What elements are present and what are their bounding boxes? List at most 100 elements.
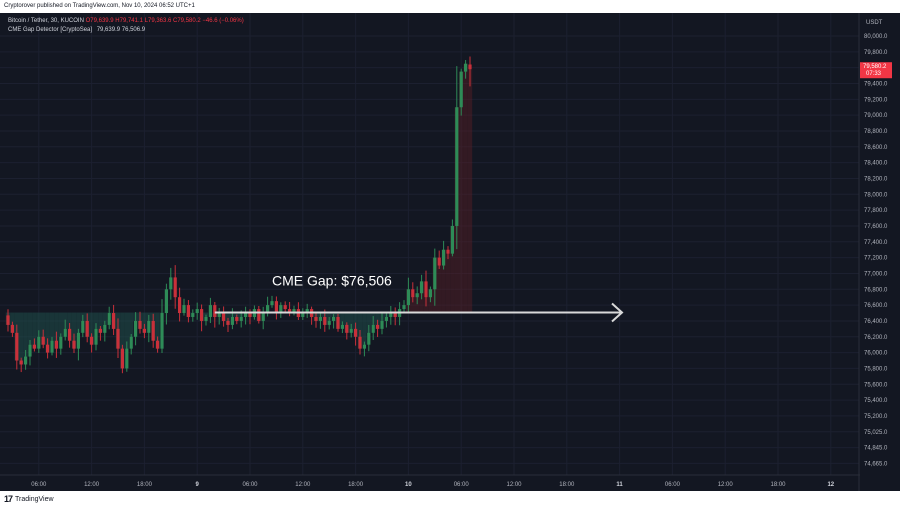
price-tick-label: 78,400.0 bbox=[864, 161, 888, 167]
candle-body bbox=[244, 313, 248, 317]
candle-body bbox=[354, 328, 358, 337]
candle-body bbox=[129, 336, 133, 349]
gap-fill-segment bbox=[441, 249, 446, 313]
time-tick-label: 18:00 bbox=[137, 482, 153, 488]
candle-body bbox=[340, 324, 344, 329]
candle-body bbox=[406, 289, 410, 306]
legend-symbol-row: Bitcoin / Tether, 30, KUCOIN O79,639.9 H… bbox=[8, 17, 244, 26]
candle-body bbox=[178, 297, 182, 314]
candle-body bbox=[442, 249, 446, 266]
candle-body bbox=[76, 332, 80, 349]
candle-body bbox=[63, 328, 67, 337]
time-tick-label: 12:00 bbox=[84, 482, 100, 488]
time-tick-label: 9 bbox=[196, 482, 200, 488]
candle-body bbox=[156, 340, 160, 349]
candle-body bbox=[134, 320, 138, 337]
footer-brand: TradingView bbox=[15, 496, 54, 503]
candle-body bbox=[376, 324, 380, 329]
candle-body bbox=[235, 316, 239, 321]
gap-fill-segment bbox=[23, 312, 28, 357]
price-tick-label: 79,800.0 bbox=[864, 50, 888, 56]
candle-body bbox=[68, 328, 72, 341]
time-tick-label: 06:00 bbox=[242, 482, 258, 488]
price-tick-label: 77,600.0 bbox=[864, 224, 888, 230]
price-chart[interactable]: CME Gap: $76,506 80,000.079,800.079,600.… bbox=[0, 13, 900, 491]
candle-body bbox=[349, 328, 353, 333]
candle-body bbox=[103, 324, 107, 333]
candle-body bbox=[270, 301, 274, 306]
candle-body bbox=[116, 328, 120, 349]
price-tick-label: 76,000.0 bbox=[864, 351, 888, 357]
price-tick-label: 76,400.0 bbox=[864, 319, 888, 325]
time-axis[interactable]: 06:00 12:00 18:00 9 06:00 12:00 18:00 10 06:00 12… bbox=[31, 482, 835, 488]
candle-body bbox=[94, 328, 98, 345]
candle-body bbox=[305, 309, 309, 314]
gap-fill-segment bbox=[41, 312, 46, 345]
candle-body bbox=[24, 356, 28, 365]
time-tick-label: 18:00 bbox=[559, 482, 575, 488]
candle-body bbox=[59, 336, 63, 349]
gap-fill-segment bbox=[445, 253, 451, 313]
price-tick-label: 79,000.0 bbox=[864, 113, 888, 119]
candle-body bbox=[217, 313, 221, 317]
candle-body bbox=[72, 340, 76, 349]
price-tick-label: 76,600.0 bbox=[864, 303, 888, 309]
current-price-tag: 79,580.2 07:33 bbox=[860, 62, 892, 79]
candle-body bbox=[195, 309, 199, 314]
candle-body bbox=[226, 320, 230, 325]
gap-fill-segment bbox=[459, 71, 464, 313]
candle-body bbox=[19, 360, 23, 365]
price-countdown: 07:33 bbox=[866, 71, 882, 77]
candle-body bbox=[213, 305, 217, 317]
time-tick-label: 10 bbox=[405, 482, 412, 488]
chart-background bbox=[0, 13, 900, 491]
gap-fill-segment bbox=[362, 312, 367, 345]
gap-fill-segment bbox=[340, 312, 345, 325]
gap-fill-segment bbox=[27, 312, 33, 345]
candle-body bbox=[459, 71, 463, 108]
gap-fill-segment bbox=[102, 312, 107, 325]
currency-label: USDT bbox=[866, 20, 883, 26]
candle-body bbox=[266, 305, 270, 314]
time-tick-label: 18:00 bbox=[770, 482, 786, 488]
time-tick-label: 12:00 bbox=[506, 482, 522, 488]
gap-fill-segment bbox=[89, 312, 94, 345]
time-tick-label: 11 bbox=[616, 482, 623, 488]
candle-body bbox=[257, 309, 261, 321]
candle-body bbox=[138, 320, 142, 329]
gap-fill-segment bbox=[366, 312, 371, 333]
candle-body bbox=[468, 64, 472, 70]
candle-body bbox=[239, 316, 243, 321]
tradingview-logo-icon: 17 bbox=[4, 494, 13, 504]
candle-body bbox=[142, 328, 146, 333]
time-tick-label: 12:00 bbox=[295, 482, 311, 488]
candle-body bbox=[288, 309, 292, 314]
candle-body bbox=[371, 324, 375, 333]
candle-body bbox=[327, 320, 331, 325]
candle-body bbox=[98, 328, 102, 333]
candle-body bbox=[433, 257, 437, 290]
candle-body bbox=[208, 305, 212, 317]
gap-fill-segment bbox=[155, 312, 160, 349]
price-tick-label: 76,800.0 bbox=[864, 287, 888, 293]
price-tick-label: 77,200.0 bbox=[864, 256, 888, 262]
publisher-bar: Cryptorover published on TradingView.com… bbox=[0, 0, 900, 13]
gap-fill-segment bbox=[129, 312, 134, 337]
gap-fill-segment bbox=[467, 69, 473, 313]
price-tick-label: 79,400.0 bbox=[864, 81, 888, 87]
gap-fill-segment bbox=[19, 312, 24, 365]
candle-body bbox=[169, 277, 173, 290]
candle-body bbox=[402, 305, 406, 310]
chart-legend: Bitcoin / Tether, 30, KUCOIN O79,639.9 H… bbox=[8, 17, 244, 34]
candle-body bbox=[446, 249, 450, 254]
candle-body bbox=[222, 313, 226, 321]
candle-body bbox=[50, 340, 54, 353]
footer-bar: 17 TradingView bbox=[0, 491, 900, 508]
candle-body bbox=[200, 309, 204, 321]
candle-body bbox=[46, 344, 50, 353]
candle-body bbox=[323, 316, 327, 325]
candle-body bbox=[37, 336, 41, 349]
gap-fill-segment bbox=[32, 312, 37, 349]
candle-body bbox=[125, 348, 129, 369]
gap-fill-segment bbox=[58, 312, 63, 337]
